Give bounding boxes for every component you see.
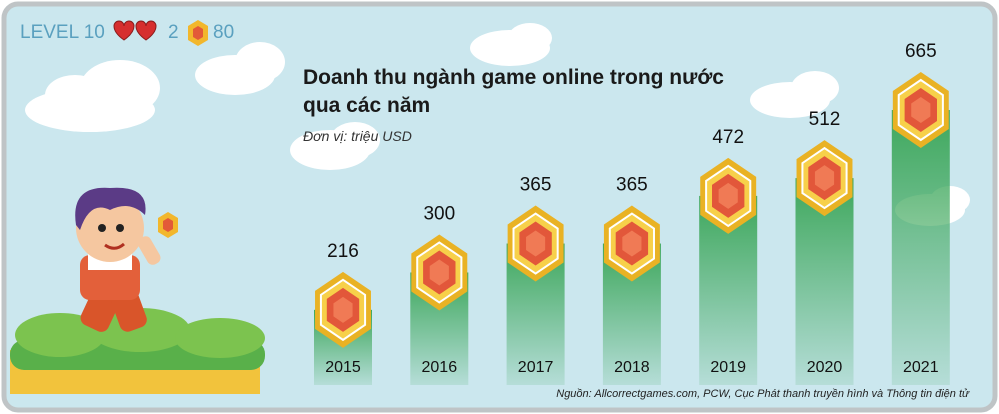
- x-tick-label: 2019: [710, 359, 746, 376]
- value-label: 665: [905, 41, 937, 62]
- source-note: Nguồn: Allcorrectgames.com, PCW, Cục Phá…: [556, 388, 969, 400]
- x-tick-label: 2015: [325, 359, 361, 376]
- hud-level: LEVEL 10: [20, 22, 105, 43]
- bar: [891, 110, 950, 385]
- value-label: 300: [423, 203, 455, 224]
- x-tick-label: 2017: [518, 359, 554, 376]
- hud-coin: [188, 20, 208, 46]
- clouds: [25, 23, 970, 226]
- chart-title: Doanh thu ngành game online trong nước q…: [303, 66, 724, 117]
- coin-shine: [429, 259, 449, 286]
- coin-shine: [814, 165, 835, 192]
- hud-coins: 80: [213, 22, 234, 43]
- value-label: 472: [712, 127, 744, 148]
- coin-shine: [718, 182, 738, 209]
- platform: [10, 308, 265, 394]
- x-tick-label: 2020: [807, 359, 843, 376]
- hearts: [113, 20, 157, 41]
- x-tick-label: 2016: [422, 359, 458, 376]
- value-label: 365: [520, 175, 552, 196]
- hud-lives: 2: [168, 22, 179, 43]
- x-tick-label: 2018: [614, 359, 650, 376]
- value-label: 512: [809, 109, 841, 130]
- coin-shine: [333, 296, 353, 323]
- value-label: 216: [327, 241, 359, 262]
- coin-shine: [526, 230, 546, 257]
- coin-shine: [911, 97, 931, 123]
- value-label: 365: [616, 175, 648, 196]
- coin-shine: [622, 230, 642, 257]
- character: [75, 187, 178, 332]
- x-tick-label: 2021: [903, 359, 939, 376]
- chart-subtitle: Đơn vị: triệu USD: [303, 128, 412, 144]
